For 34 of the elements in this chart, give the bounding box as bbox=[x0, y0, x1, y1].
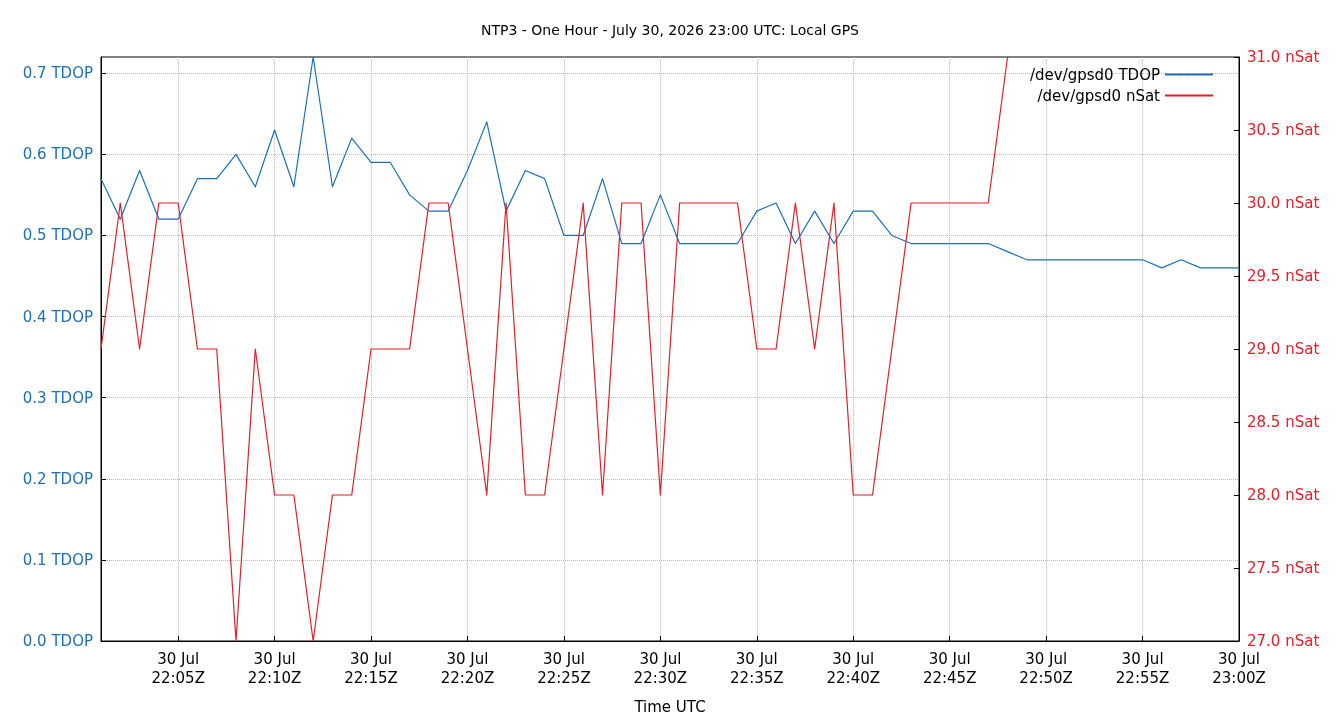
y-tick-label: 0.2 TDOP bbox=[22, 469, 93, 488]
x-tick-label: 30 Jul 23:00Z bbox=[1212, 649, 1266, 687]
x-tick-label: 30 Jul 22:20Z bbox=[440, 649, 495, 687]
y2-tick-label: 31.0 nSat bbox=[1247, 48, 1320, 66]
x-tick-label: 30 Jul 22:25Z bbox=[537, 649, 591, 687]
legend-label: /dev/gpsd0 TDOP bbox=[1030, 65, 1160, 84]
legend-label: /dev/gpsd0 nSat bbox=[1037, 86, 1161, 105]
y-tick-label: 0.7 TDOP bbox=[22, 64, 93, 83]
y2-tick-label: 29.0 nSat bbox=[1247, 340, 1320, 358]
x-tick-label: 30 Jul 22:50Z bbox=[1019, 649, 1073, 687]
y2-tick-label: 27.0 nSat bbox=[1247, 632, 1320, 650]
x-tick-label: 30 Jul 22:10Z bbox=[247, 649, 302, 687]
y-tick-label: 0.3 TDOP bbox=[22, 388, 93, 407]
line-series bbox=[100, 56, 1240, 269]
x-tick-label: 30 Jul 22:30Z bbox=[633, 649, 688, 687]
x-tick-label: 30 Jul 22:35Z bbox=[730, 649, 784, 687]
y-tick-label: 0.4 TDOP bbox=[22, 307, 93, 326]
y-tick-label: 0.0 TDOP bbox=[22, 632, 93, 650]
y2-tick-label: 28.5 nSat bbox=[1247, 413, 1320, 431]
y2-tick-label: 27.5 nSat bbox=[1247, 559, 1320, 577]
x-tick-label: 30 Jul 22:40Z bbox=[826, 649, 880, 687]
y2-tick-label: 28.0 nSat bbox=[1247, 486, 1320, 504]
y2-tick-label: 29.5 nSat bbox=[1247, 267, 1320, 285]
x-tick-label: 30 Jul 22:05Z bbox=[151, 649, 205, 687]
y2-tick-label: 30.0 nSat bbox=[1247, 194, 1320, 212]
x-axis-title: Time UTC bbox=[633, 697, 706, 716]
y-tick-label: 0.1 TDOP bbox=[22, 550, 93, 569]
y-tick-label: 0.6 TDOP bbox=[22, 145, 93, 164]
x-tick-label: 30 Jul 22:55Z bbox=[1115, 649, 1170, 687]
y2-tick-label: 30.5 nSat bbox=[1247, 121, 1320, 139]
x-tick-label: 30 Jul 22:15Z bbox=[344, 649, 398, 687]
y-tick-label: 0.5 TDOP bbox=[22, 226, 93, 245]
x-tick-label: 30 Jul 22:45Z bbox=[922, 649, 977, 687]
chart-title: NTP3 - One Hour - July 30, 2026 23:00 UTC: Local GPS bbox=[480, 22, 860, 38]
